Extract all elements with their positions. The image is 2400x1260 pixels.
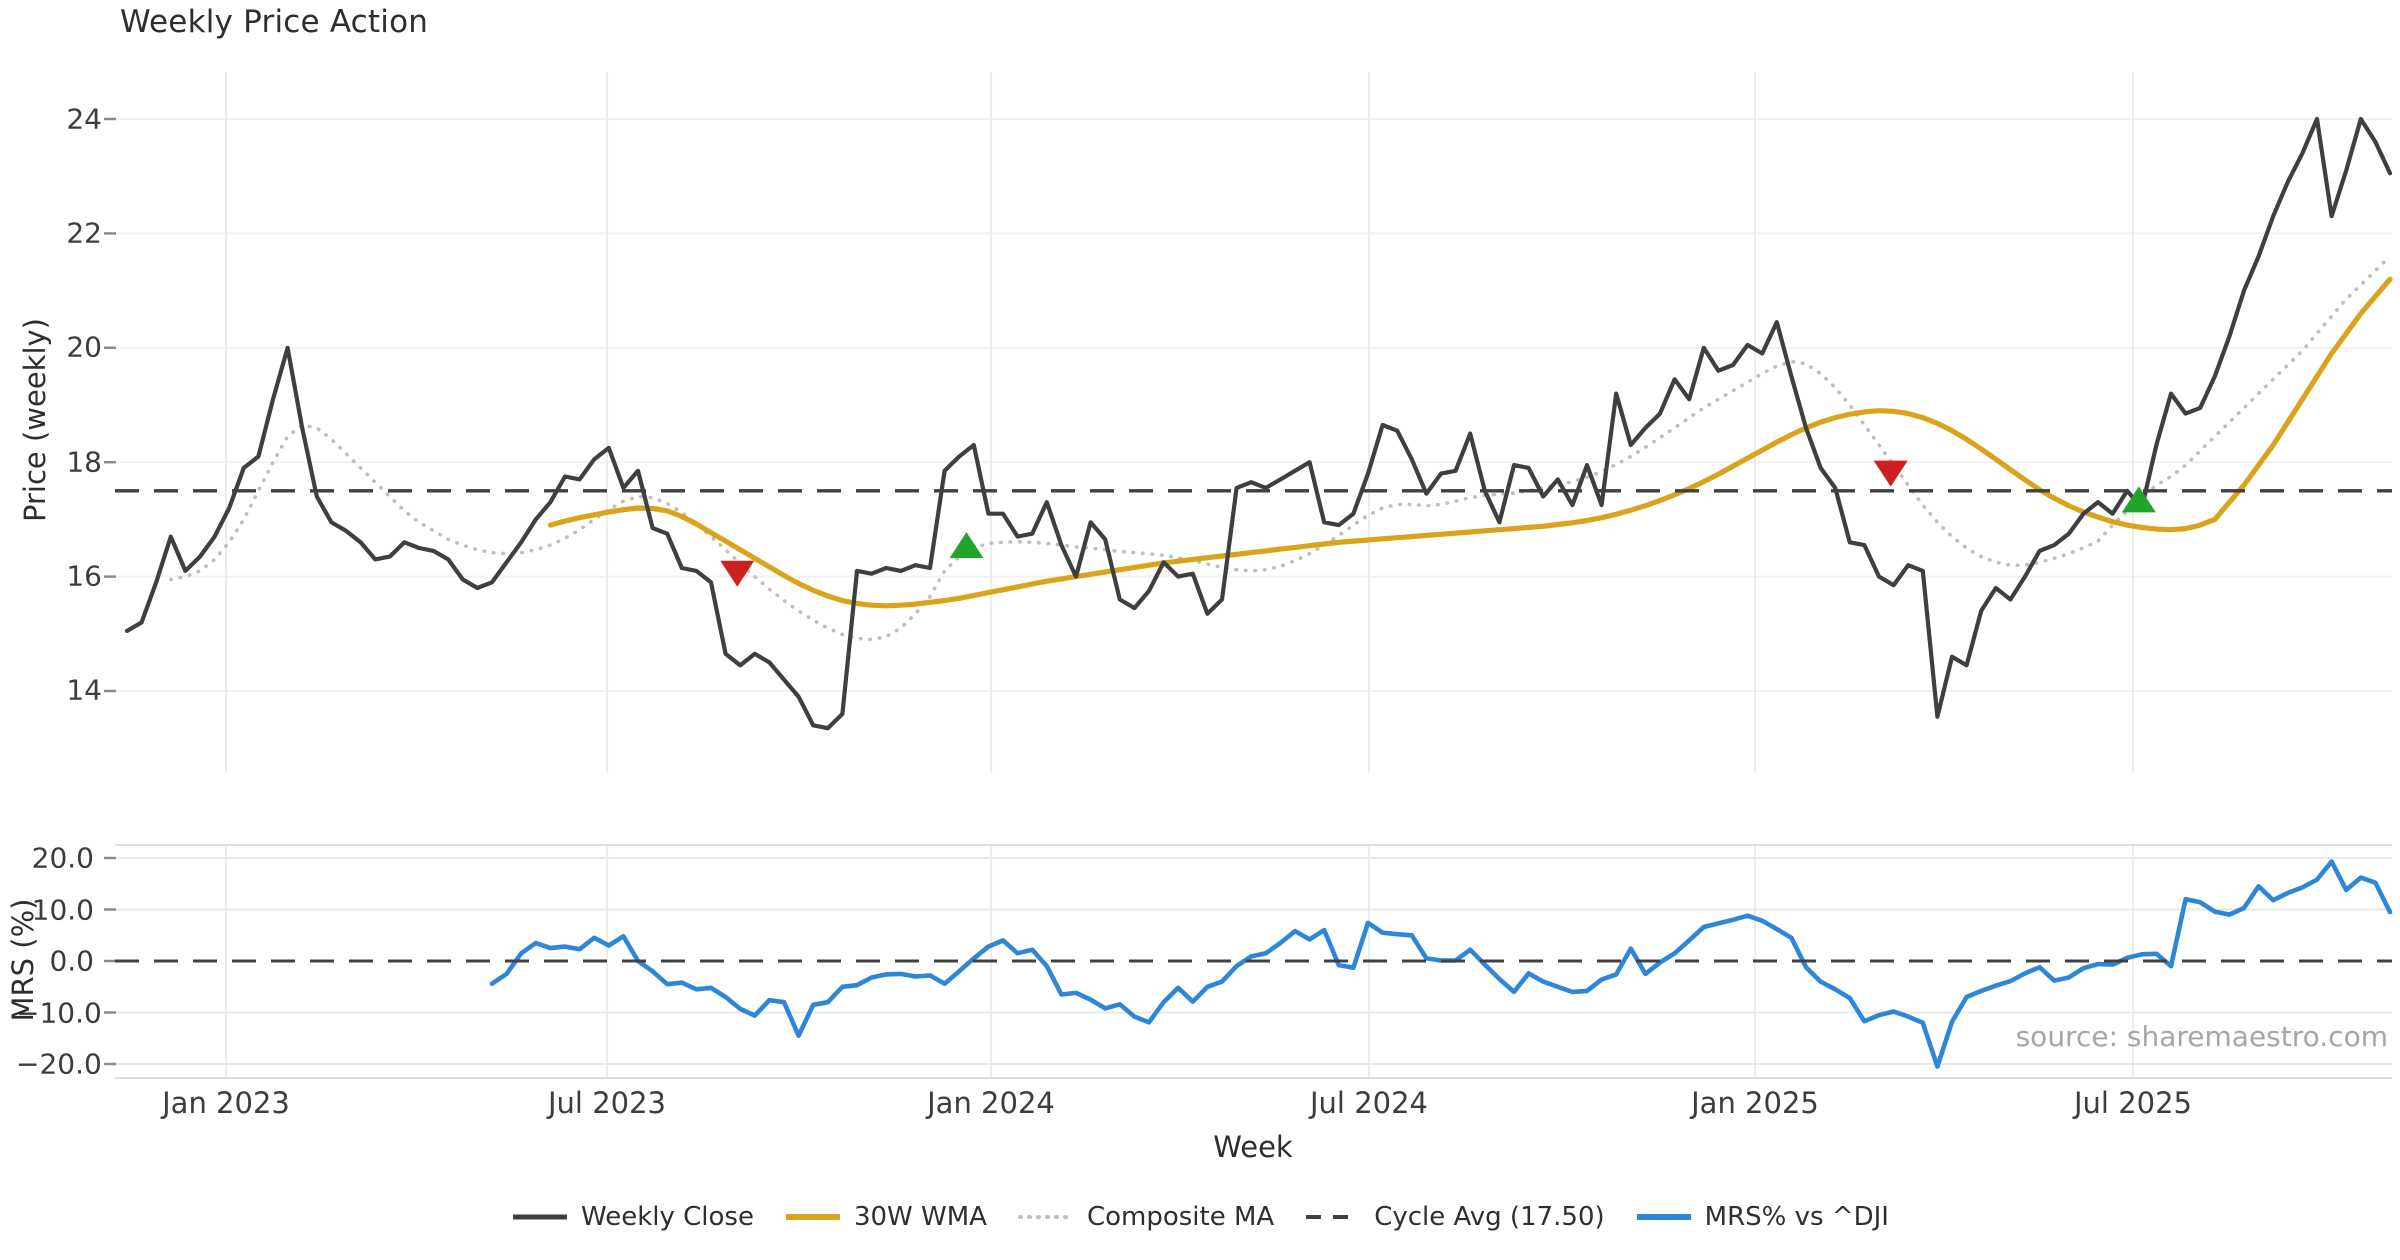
xtick-jan-2023: Jan 2023 xyxy=(162,1086,290,1120)
price-ytick-16: 16 xyxy=(66,559,102,593)
price-ytick-18: 18 xyxy=(66,445,102,479)
legend-item-wma: 30W WMA xyxy=(784,1202,987,1232)
source-note: source: sharemaestro.com xyxy=(2015,1020,2388,1053)
legend-item-cycle-avg: Cycle Avg (17.50) xyxy=(1304,1202,1605,1232)
price-ytick-20: 20 xyxy=(66,330,102,364)
legend: Weekly Close 30W WMA Composite MA Cycle … xyxy=(0,1202,2400,1232)
xtick-jan-2024: Jan 2024 xyxy=(927,1086,1055,1120)
legend-label: MRS% vs ^DJI xyxy=(1704,1202,1889,1232)
sell-signal-marker-icon xyxy=(1873,460,1908,487)
weekly-close-line-swatch-icon xyxy=(513,1214,568,1220)
xtick-jul-2025: Jul 2025 xyxy=(2073,1086,2192,1120)
price-ytick-22: 22 xyxy=(66,216,102,250)
price-ytick-24: 24 xyxy=(66,102,102,136)
buy-signal-marker-icon xyxy=(2121,486,2156,513)
sell-signal-marker-icon xyxy=(720,560,755,587)
mrs-axis-title: MRS (%) xyxy=(6,898,40,1022)
wma-line xyxy=(547,276,2393,609)
weekly-close-line xyxy=(124,116,2393,731)
mrs-ytick-n10: −10.0 xyxy=(16,996,102,1030)
xtick-jul-2024: Jul 2024 xyxy=(1309,1086,1428,1120)
composite-ma-line xyxy=(169,254,2392,642)
x-axis-title: Week xyxy=(1213,1130,1293,1164)
mrs-ytick-20: 20.0 xyxy=(31,841,94,875)
cycle-avg-line-swatch-icon xyxy=(1306,1215,1361,1219)
wma-line-swatch-icon xyxy=(785,1214,840,1220)
legend-item-weekly-close: Weekly Close xyxy=(511,1202,754,1232)
legend-label: Weekly Close xyxy=(581,1202,754,1232)
legend-label: Cycle Avg (17.50) xyxy=(1374,1202,1605,1232)
xtick-jan-2025: Jan 2025 xyxy=(1691,1086,1819,1120)
composite-line-swatch-icon xyxy=(1017,1215,1075,1219)
price-ytick-14: 14 xyxy=(66,673,102,707)
legend-item-composite: Composite MA xyxy=(1017,1202,1274,1232)
mrs-ytick-n20: −20.0 xyxy=(16,1047,102,1081)
chart-title: Weekly Price Action xyxy=(120,4,429,40)
mrs-line-swatch-icon xyxy=(1636,1214,1691,1220)
xtick-jul-2023: Jul 2023 xyxy=(547,1086,666,1120)
price-axis-title: Price (weekly) xyxy=(18,317,52,523)
legend-label: 30W WMA xyxy=(853,1202,987,1232)
buy-signal-marker-icon xyxy=(949,532,984,559)
mrs-ytick-10: 10.0 xyxy=(31,893,94,927)
legend-label: Composite MA xyxy=(1086,1202,1275,1232)
legend-item-mrs: MRS% vs ^DJI xyxy=(1635,1202,1889,1232)
mrs-ytick-0: 0.0 xyxy=(49,944,94,978)
